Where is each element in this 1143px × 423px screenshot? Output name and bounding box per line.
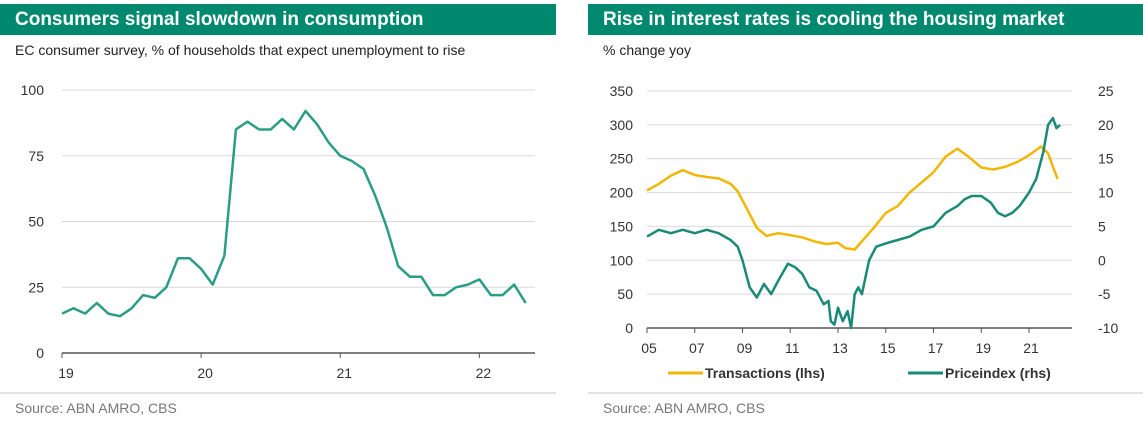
right-y-left-tick-label: 0 xyxy=(625,320,633,336)
right-x-tick-label: 19 xyxy=(975,340,991,356)
right-x-tick-label: 05 xyxy=(641,340,657,356)
right-y-left-tick-label: 200 xyxy=(610,185,634,201)
left-y-tick-label: 100 xyxy=(21,82,45,98)
left-chart-subtitle: EC consumer survey, % of households that… xyxy=(15,42,466,58)
right-chart-title: Rise in interest rates is cooling the ho… xyxy=(588,4,1143,35)
left-series-line xyxy=(61,109,527,318)
right-y-right-tick-label: 10 xyxy=(1098,185,1114,201)
right-chart-panel: Rise in interest rates is cooling the ho… xyxy=(588,0,1143,423)
right-x-tick-label: 15 xyxy=(880,340,896,356)
left-y-tick-label: 75 xyxy=(28,148,44,164)
right-y-right-tick-label: 25 xyxy=(1098,83,1114,99)
right-y-left-tick-label: 50 xyxy=(617,286,633,302)
right-y-left-tick-label: 250 xyxy=(610,151,634,167)
right-x-tick-label: 21 xyxy=(1023,340,1039,356)
left-chart-title: Consumers signal slowdown in consumption xyxy=(0,4,556,35)
priceindex-series-line xyxy=(646,116,1061,330)
right-x-tick-label: 13 xyxy=(832,340,848,356)
left-y-tick-label: 25 xyxy=(28,279,44,295)
right-y-right-tick-label: -5 xyxy=(1098,286,1111,302)
right-y-left-tick-label: 300 xyxy=(610,117,634,133)
right-x-tick-label: 11 xyxy=(785,340,800,356)
left-y-tick-label: 0 xyxy=(36,345,44,361)
left-source-separator xyxy=(0,392,556,394)
right-source-separator xyxy=(588,392,1143,394)
transactions-series-line xyxy=(646,145,1059,251)
left-x-tick-label: 20 xyxy=(197,365,213,381)
right-y-left-tick-label: 150 xyxy=(610,218,634,234)
left-chart-source: Source: ABN AMRO, CBS xyxy=(15,400,177,416)
right-x-tick-label: 07 xyxy=(689,340,705,356)
right-y-right-tick-label: -10 xyxy=(1098,320,1118,336)
right-chart-source: Source: ABN AMRO, CBS xyxy=(603,400,765,416)
left-chart-plot: 0 25 50 75 100 19 20 21 22 xyxy=(21,82,535,381)
right-x-tick-label: 17 xyxy=(928,340,944,356)
right-chart-subtitle: % change yoy xyxy=(603,42,691,58)
left-x-tick-label: 19 xyxy=(58,365,74,381)
left-x-tick-label: 22 xyxy=(476,365,492,381)
right-y-right-tick-label: 15 xyxy=(1098,151,1114,167)
right-y-right-tick-label: 0 xyxy=(1098,252,1106,268)
right-y-left-tick-label: 100 xyxy=(610,252,634,268)
left-y-tick-label: 50 xyxy=(28,214,44,230)
left-chart-panel: Consumers signal slowdown in consumption… xyxy=(0,0,556,423)
right-x-tick-label: 09 xyxy=(737,340,753,356)
right-y-right-tick-label: 20 xyxy=(1098,117,1114,133)
legend-priceindex-label: Priceindex (rhs) xyxy=(945,365,1051,381)
right-y-left-tick-label: 350 xyxy=(610,83,634,99)
left-x-tick-label: 21 xyxy=(336,365,352,381)
legend-transactions-label: Transactions (lhs) xyxy=(705,365,825,381)
right-y-right-tick-label: 5 xyxy=(1098,218,1106,234)
